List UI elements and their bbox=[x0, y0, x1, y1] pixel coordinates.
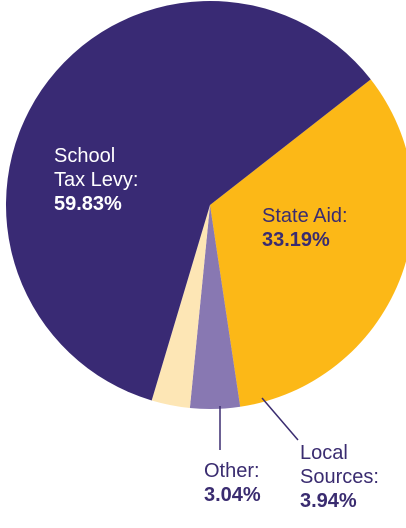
pie-slice-other bbox=[151, 205, 210, 408]
pie-slice-school-tax-levy bbox=[5, 1, 371, 401]
slice-label-value: 3.04% bbox=[204, 484, 261, 506]
slice-label-other: Other:3.04% bbox=[204, 460, 261, 506]
slice-label-value: 59.83% bbox=[54, 193, 122, 215]
slice-label-name: Sources: bbox=[300, 466, 379, 488]
leader-line-local-sources bbox=[261, 397, 299, 441]
slice-label-name: School bbox=[54, 145, 115, 167]
slice-label-name: State Aid: bbox=[262, 205, 348, 227]
slice-label-name: Tax Levy: bbox=[54, 169, 138, 191]
slice-label-value: 33.19% bbox=[262, 229, 330, 251]
slice-label-name: Other: bbox=[204, 460, 260, 482]
slice-label-name: Local bbox=[300, 442, 348, 464]
slice-label-value: 3.94% bbox=[300, 490, 357, 512]
pie-slice-state-aid bbox=[210, 79, 406, 407]
slice-label-state-aid: State Aid:33.19% bbox=[262, 205, 348, 251]
pie-slice-local-sources bbox=[189, 205, 241, 409]
